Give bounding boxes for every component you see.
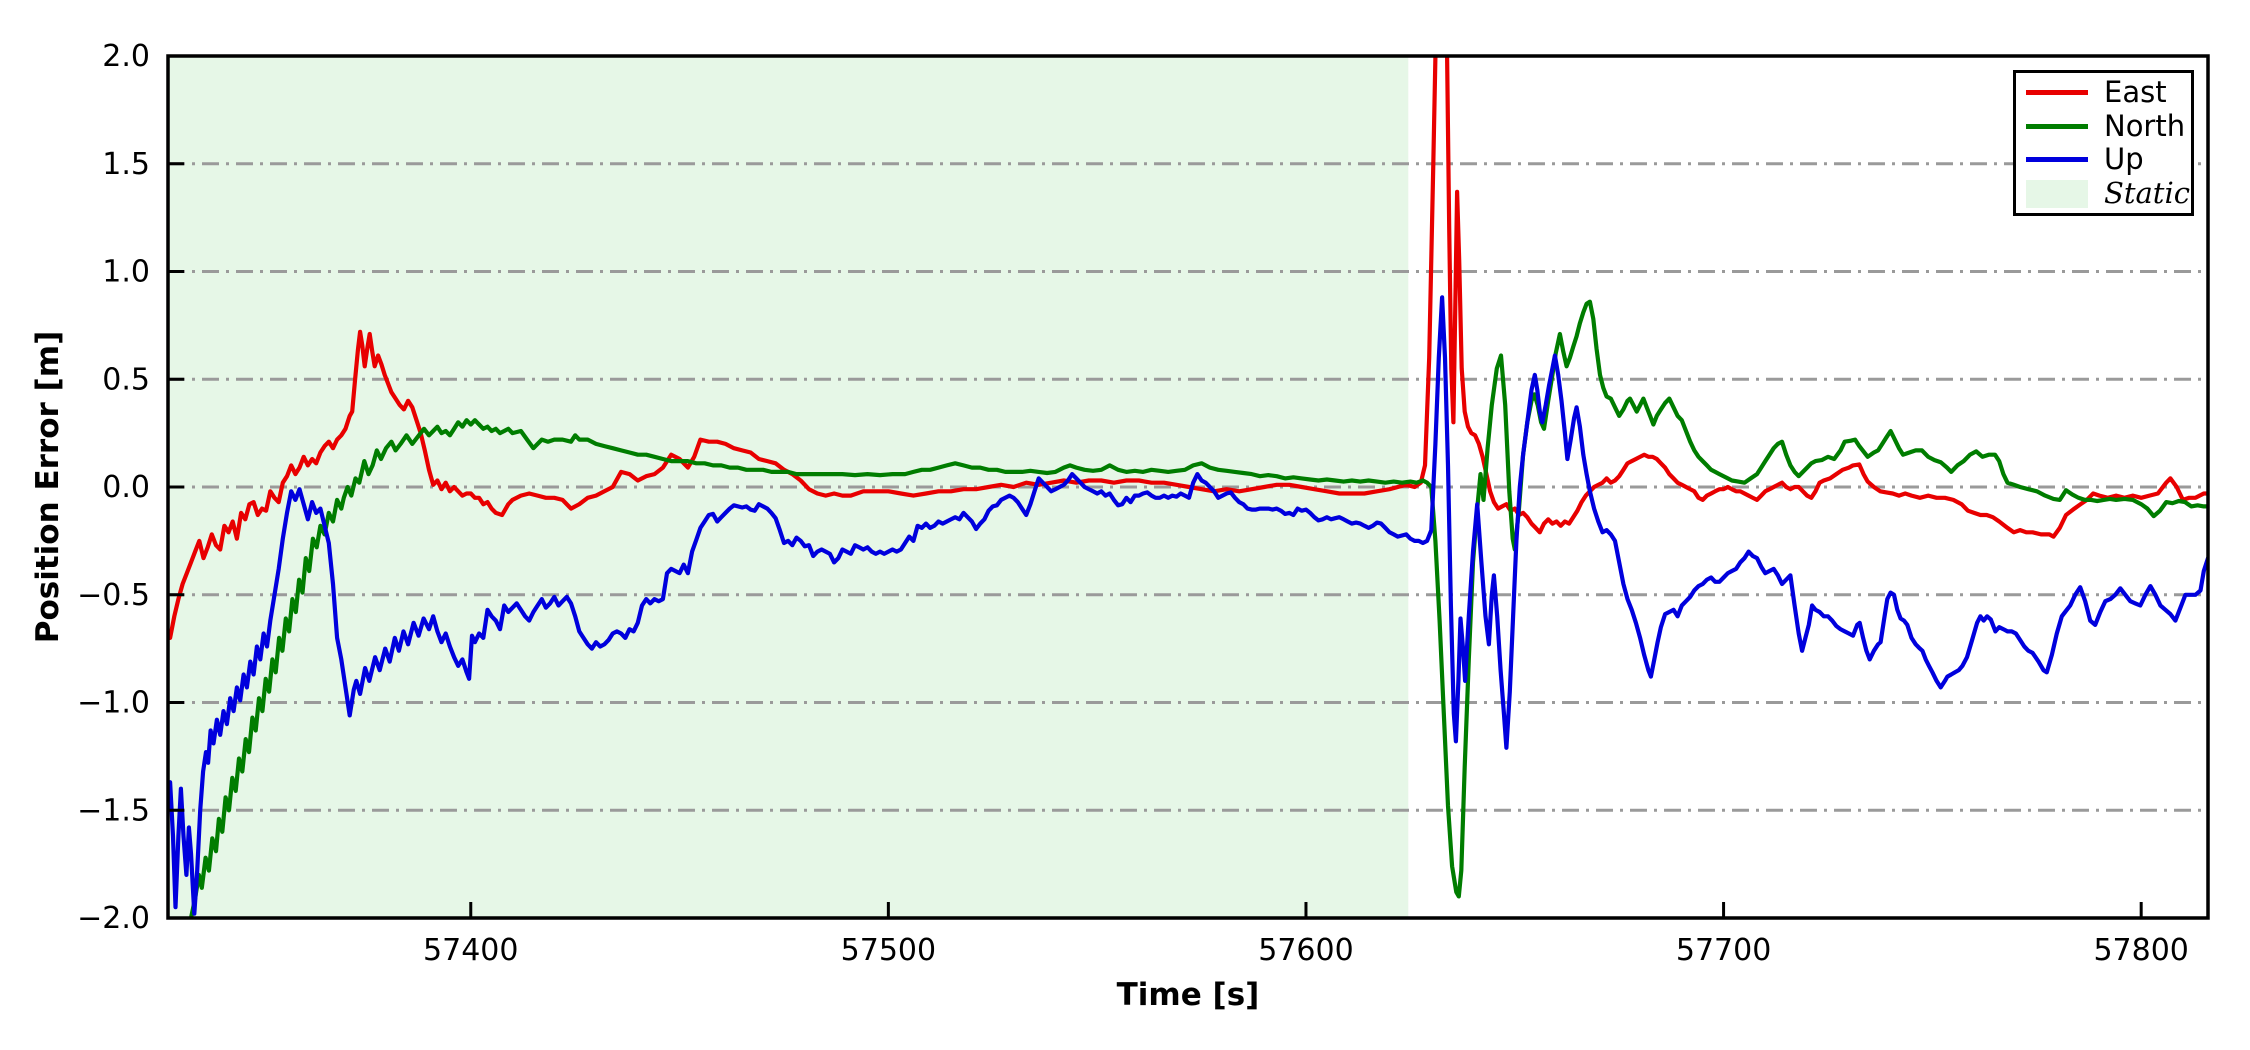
y-axis-label: Position Error [m] xyxy=(30,331,66,643)
legend-label-static: Static xyxy=(2104,176,2190,211)
y-tick-label: 0.5 xyxy=(102,362,150,397)
y-tick-label: 1.5 xyxy=(102,147,150,182)
x-tick-label: 57400 xyxy=(423,933,518,968)
east-line-swatch xyxy=(2026,89,2088,95)
up-line-swatch xyxy=(2026,157,2088,163)
static-patch-swatch xyxy=(2026,179,2088,208)
y-tick-label: 0.0 xyxy=(102,470,150,505)
legend-item-north: North xyxy=(2026,110,2185,143)
north-line-swatch xyxy=(2026,123,2088,129)
legend-label-up: Up xyxy=(2104,142,2144,177)
y-tick-label: −2.0 xyxy=(77,901,150,936)
legend-label-east: East xyxy=(2104,74,2167,109)
x-tick-label: 57700 xyxy=(1676,933,1771,968)
y-tick-label: −0.5 xyxy=(77,578,150,613)
x-tick-label: 57500 xyxy=(841,933,936,968)
y-tick-label: 2.0 xyxy=(102,39,150,74)
y-tick-label: −1.5 xyxy=(77,793,150,828)
x-tick-label: 57600 xyxy=(1258,933,1353,968)
y-tick-label: −1.0 xyxy=(77,686,150,721)
series-north-line xyxy=(188,299,2208,918)
x-tick-label: 57800 xyxy=(2093,933,2188,968)
legend: East North Up Static xyxy=(2013,70,2194,216)
y-tick-label: 1.0 xyxy=(102,255,150,290)
legend-item-east: East xyxy=(2026,76,2185,109)
legend-item-up: Up xyxy=(2026,143,2185,176)
series-east-line xyxy=(168,56,2208,641)
x-axis-label: Time [s] xyxy=(1117,977,1260,1013)
legend-label-north: North xyxy=(2104,108,2186,143)
legend-item-static: Static xyxy=(2026,177,2190,210)
series-up-line xyxy=(168,295,2208,916)
